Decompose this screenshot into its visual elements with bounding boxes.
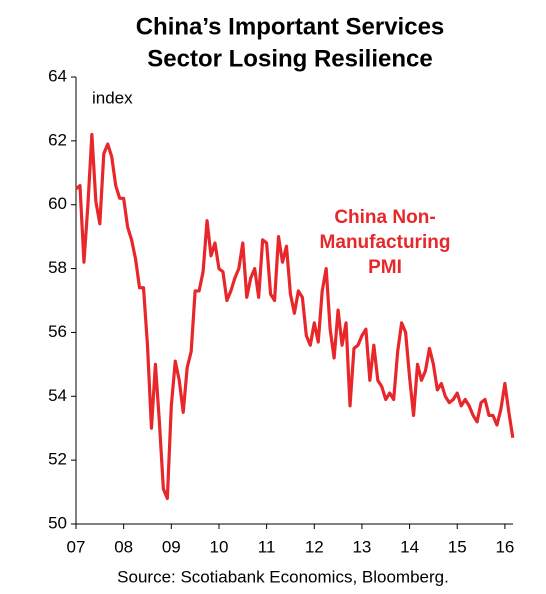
y-axis-label: index — [92, 88, 133, 107]
x-tick-label: 07 — [67, 537, 86, 556]
x-tick-label: 11 — [258, 537, 276, 556]
data-line — [74, 132, 515, 501]
source-note: Source: Scotiabank Economics, Bloomberg. — [117, 567, 449, 586]
x-tick-label: 13 — [352, 537, 371, 556]
y-tick-label: 56 — [48, 322, 67, 341]
x-tick-label: 15 — [448, 537, 467, 556]
x-tick-label: 10 — [210, 537, 229, 556]
x-tick-label: 16 — [495, 537, 514, 556]
y-tick-label: 58 — [48, 258, 67, 277]
annotation: China Non- — [334, 207, 435, 228]
y-tick-label: 62 — [48, 130, 67, 149]
chart-title: China’s Important Services — [136, 13, 445, 40]
y-tick-label: 52 — [48, 450, 67, 469]
x-tick-label: 09 — [162, 537, 181, 556]
annotation: Manufacturing — [320, 232, 451, 253]
y-tick-label: 54 — [48, 386, 67, 405]
y-tick-label: 64 — [48, 66, 67, 85]
x-tick-label: 12 — [305, 537, 324, 556]
y-tick-label: 50 — [48, 513, 67, 532]
x-tick-label: 08 — [114, 537, 133, 556]
x-tick-label: 14 — [400, 537, 419, 556]
annotation: PMI — [368, 257, 402, 278]
chart-title: Sector Losing Resilience — [147, 45, 432, 72]
y-tick-label: 60 — [48, 194, 67, 213]
